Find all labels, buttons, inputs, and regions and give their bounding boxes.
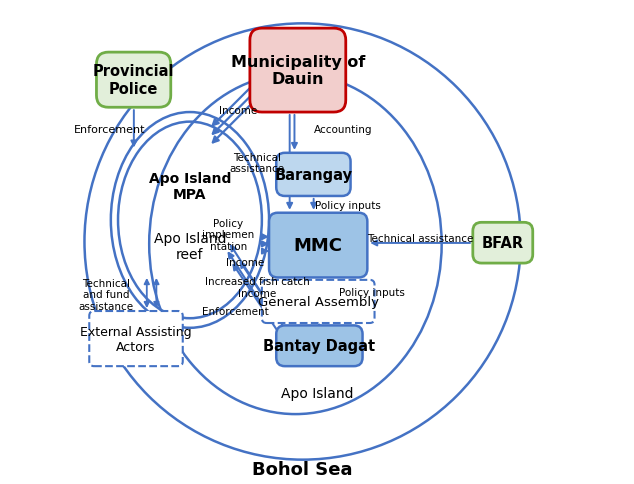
Text: Policy inputs: Policy inputs	[339, 287, 404, 297]
FancyBboxPatch shape	[473, 223, 533, 263]
Text: Enforcement: Enforcement	[74, 124, 146, 135]
Text: MMC: MMC	[294, 237, 343, 255]
Text: Apo Island
reef: Apo Island reef	[153, 232, 226, 262]
Text: Provincial
Police: Provincial Police	[93, 64, 174, 97]
Text: BFAR: BFAR	[482, 236, 524, 251]
Text: Income: Income	[226, 257, 264, 267]
FancyBboxPatch shape	[262, 280, 375, 323]
FancyBboxPatch shape	[250, 29, 346, 113]
Text: Technical
and fund
assistance: Technical and fund assistance	[79, 278, 134, 311]
Text: Apo Island
MPA: Apo Island MPA	[149, 172, 231, 202]
Text: Policy inputs: Policy inputs	[314, 200, 380, 210]
Text: Technical assistance: Technical assistance	[367, 233, 473, 243]
Text: Enforcement: Enforcement	[202, 306, 269, 317]
FancyBboxPatch shape	[276, 153, 351, 197]
Text: External Assisting
Actors: External Assisting Actors	[80, 325, 192, 353]
Text: Policy
implemen
ntation: Policy implemen ntation	[202, 218, 254, 251]
Text: Income: Income	[219, 106, 257, 115]
FancyBboxPatch shape	[269, 213, 367, 278]
Text: Barangay: Barangay	[275, 167, 353, 182]
FancyBboxPatch shape	[96, 53, 171, 108]
Text: Bohol Sea: Bohol Sea	[252, 460, 353, 478]
Text: Bantay Dagat: Bantay Dagat	[263, 339, 375, 353]
FancyBboxPatch shape	[89, 311, 183, 366]
Text: Increased fish catch
Income: Increased fish catch Income	[205, 277, 309, 298]
Text: General Assembly: General Assembly	[257, 295, 378, 308]
Text: Apo Island: Apo Island	[281, 386, 353, 400]
Text: Technical
assistance: Technical assistance	[230, 152, 285, 174]
FancyBboxPatch shape	[276, 326, 363, 366]
Text: Accounting: Accounting	[314, 124, 372, 135]
Text: Municipality of
Dauin: Municipality of Dauin	[231, 55, 365, 87]
